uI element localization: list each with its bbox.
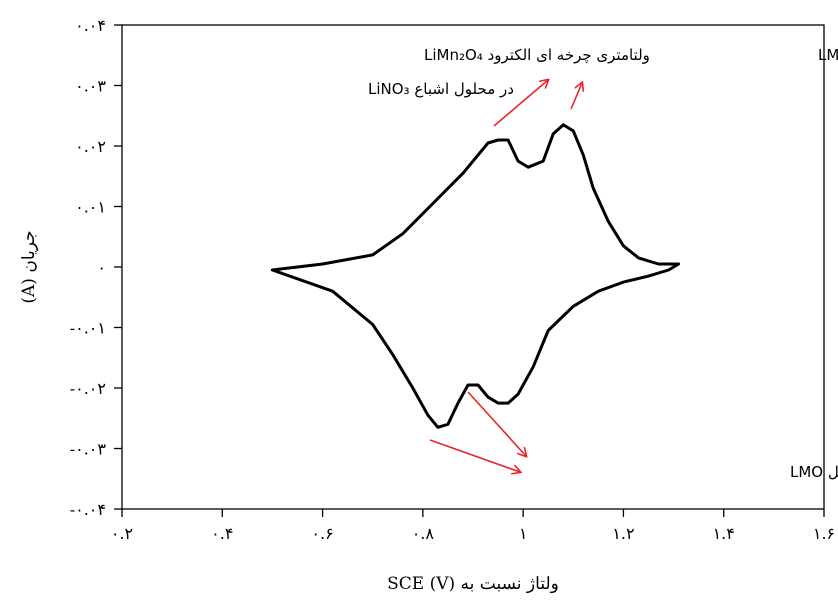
annotation-solution: در محلول اشباع LiNO₃ — [368, 80, 514, 98]
annotation-deintercalation: خروج لیتیوم از اسپینل LMO — [818, 46, 838, 65]
axis-tick-labels: ۰.۲ ۰.۴ ۰.۶ ۰.۸ ۱ ۱.۲ ۱.۴ ۱.۶ ۰.۰۴ ۰.۰۳ ۰.۰۲ ۰.۰۱ ۰ -… — [70, 16, 835, 543]
x-tick-label: ۱.۴ — [713, 524, 735, 543]
x-tick-label: ۱.۲ — [612, 524, 634, 543]
arrow-reduction-1 — [467, 391, 526, 456]
annotation-electrode: ولتامتری چرخه ای الکترود LiMn₂O₄ — [424, 46, 650, 64]
x-tick-label: ۰.۴ — [211, 524, 233, 543]
y-tick-label: ۰.۰۴ — [75, 16, 106, 35]
y-axis-label: جریان (A) — [19, 230, 39, 303]
y-tick-label: ۰.۰۱ — [75, 198, 106, 217]
x-tick-label: ۰.۶ — [311, 524, 333, 543]
cv-curve — [270, 123, 681, 429]
x-tick-label: ۱.۶ — [813, 524, 835, 543]
axis-ticks — [114, 24, 825, 517]
x-tick-label: ۰.۸ — [412, 524, 435, 543]
y-tick-label: ۰ — [97, 258, 106, 277]
x-axis-label: ولتاژ نسبت به SCE (V) — [387, 574, 559, 594]
arrow-reduction-2 — [429, 439, 520, 472]
x-tick-label: ۱ — [519, 524, 528, 543]
y-tick-label: -۰.۰۲ — [70, 379, 106, 398]
annotation-intercalation: ورود لیتیوم به اسپینل LMO — [790, 463, 838, 482]
y-tick-label: ۰.۰۳ — [75, 77, 106, 96]
annotation-arrows — [429, 80, 582, 472]
arrow-oxidation-2 — [570, 83, 582, 110]
y-tick-label: -۰.۰۱ — [70, 319, 106, 338]
y-tick-label: -۰.۰۳ — [70, 440, 107, 459]
y-tick-label: -۰.۰۴ — [70, 500, 106, 519]
y-tick-label: ۰.۰۲ — [75, 137, 106, 156]
x-tick-label: ۰.۲ — [111, 524, 133, 543]
arrow-oxidation-1 — [493, 80, 548, 127]
